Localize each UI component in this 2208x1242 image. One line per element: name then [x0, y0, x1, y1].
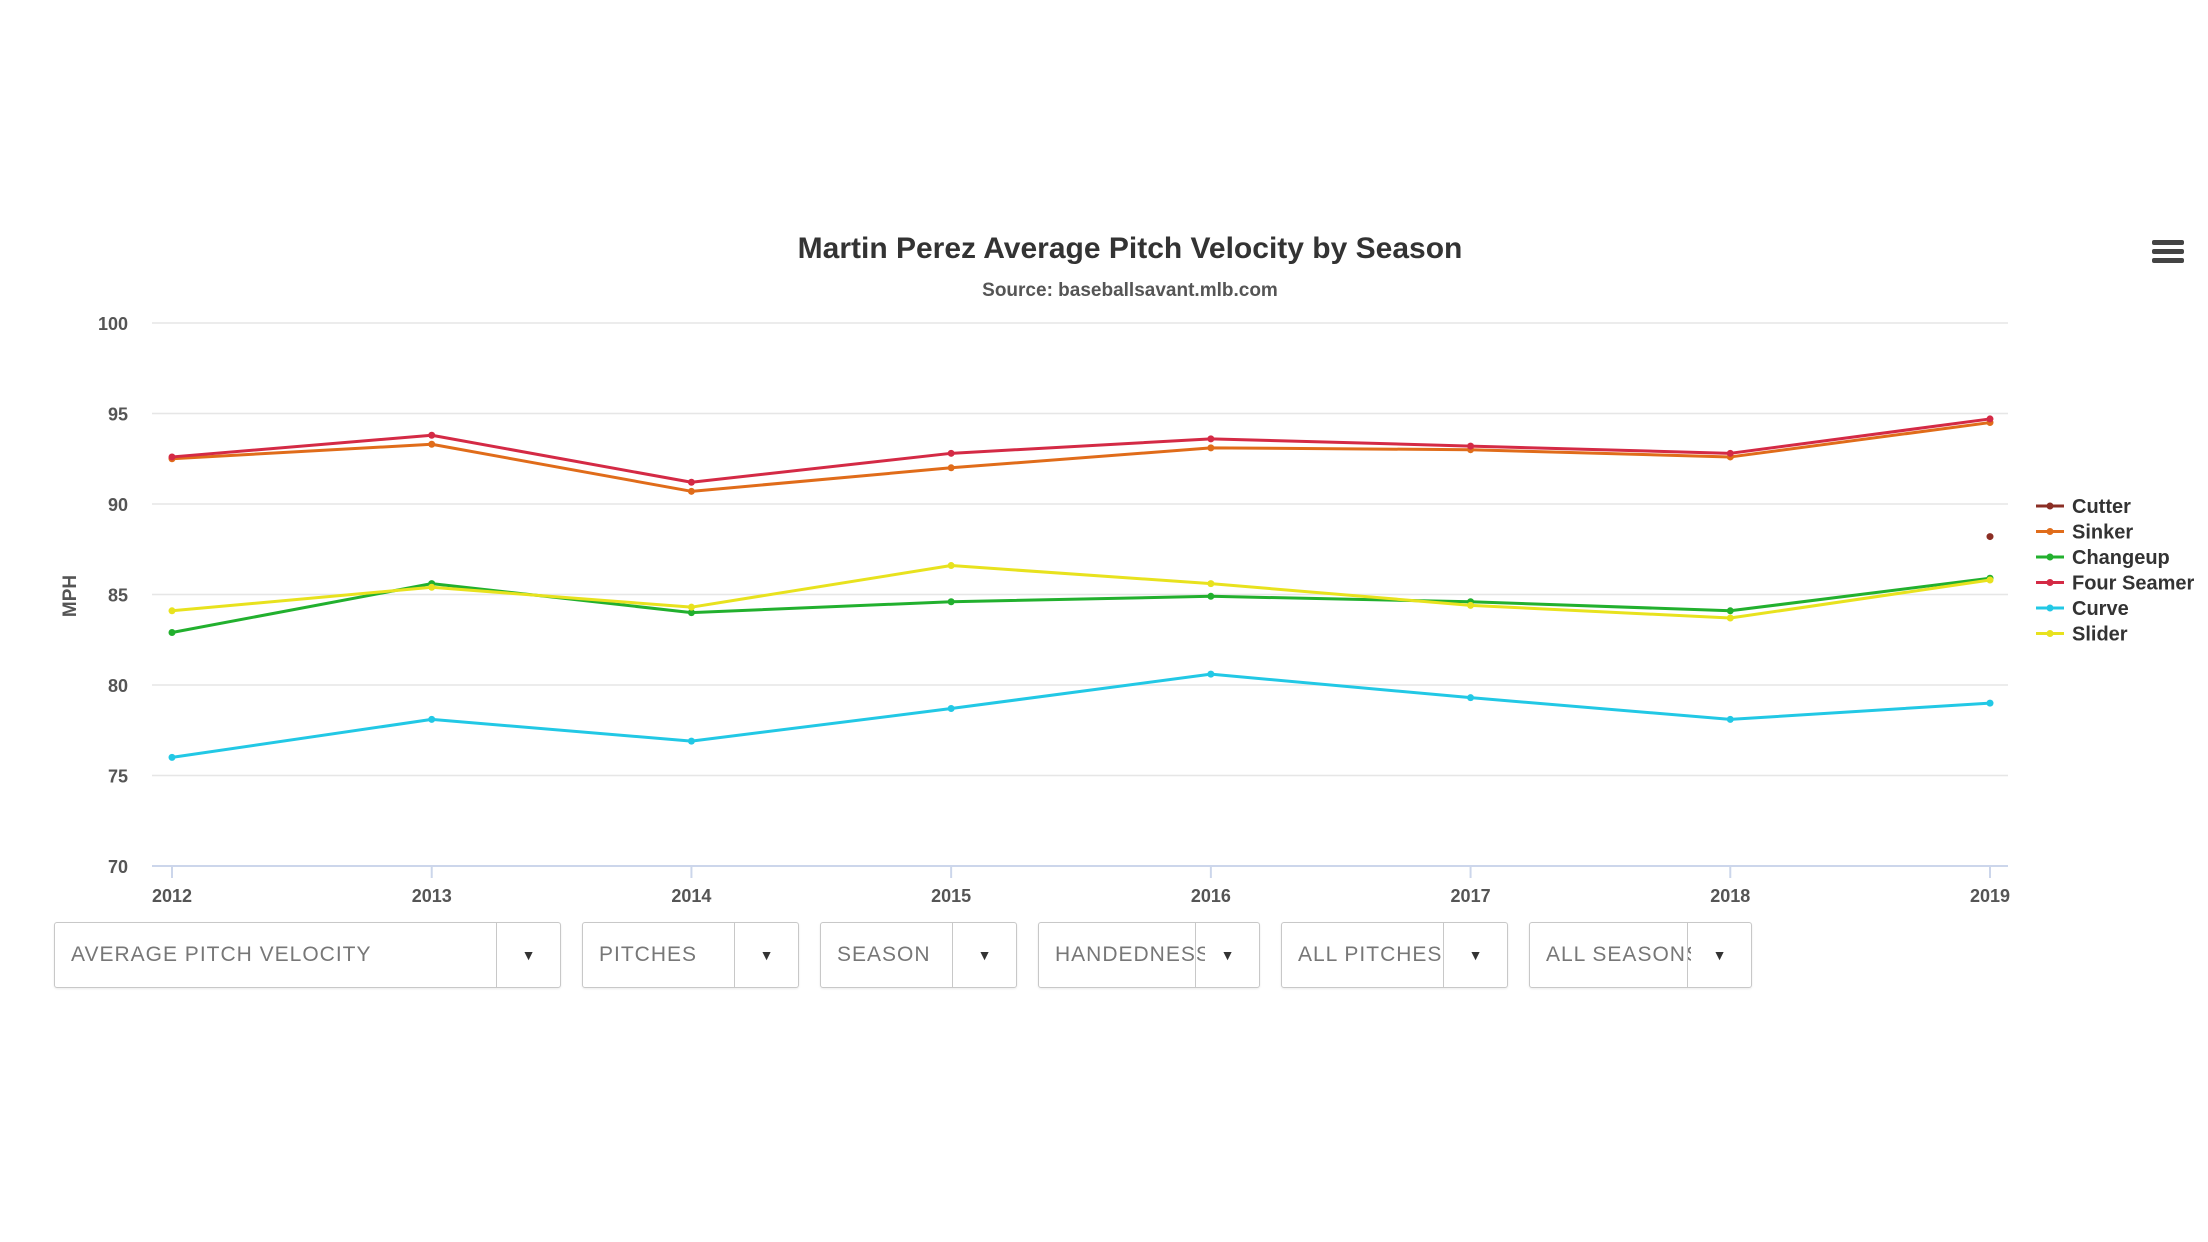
data-point-slider[interactable]	[947, 562, 955, 570]
x-tick-label: 2019	[1970, 886, 2010, 906]
chevron-down-icon: ▼	[496, 923, 560, 987]
data-point-changeup[interactable]	[687, 609, 695, 617]
data-point-four-seamer[interactable]	[428, 431, 436, 439]
data-point-four-seamer[interactable]	[687, 478, 695, 486]
legend-marker-symbol	[2046, 553, 2054, 561]
data-point-sinker[interactable]	[947, 464, 955, 472]
legend-item-curve[interactable]: Curve	[2036, 598, 2129, 620]
y-tick-label: 95	[108, 405, 128, 425]
data-point-four-seamer[interactable]	[947, 449, 955, 457]
data-point-four-seamer[interactable]	[1986, 415, 1994, 423]
x-tick-label: 2016	[1191, 886, 1231, 906]
y-tick-label: 80	[108, 676, 128, 696]
legend-label: Curve	[2072, 598, 2129, 620]
season-dropdown-label: SEASON	[837, 943, 931, 966]
chevron-down-icon: ▼	[952, 923, 1016, 987]
season-dropdown[interactable]: SEASON ▼	[820, 922, 1017, 988]
legend-item-four-seamer[interactable]: Four Seamer	[2036, 573, 2194, 595]
legend-marker-symbol	[2046, 528, 2054, 535]
data-point-sinker[interactable]	[1207, 444, 1215, 452]
pitches-dropdown-label: PITCHES	[599, 943, 698, 966]
data-point-curve[interactable]	[1986, 699, 1994, 707]
handedness-dropdown[interactable]: HANDEDNESS ▼	[1038, 922, 1260, 988]
chevron-down-icon: ▼	[1687, 923, 1751, 987]
data-point-slider[interactable]	[687, 603, 695, 611]
series-line-four-seamer[interactable]	[170, 417, 1992, 484]
data-point-changeup[interactable]	[1207, 592, 1215, 600]
pitches-dropdown[interactable]: PITCHES ▼	[582, 922, 799, 988]
data-point-curve[interactable]	[1467, 694, 1475, 702]
data-point-changeup[interactable]	[168, 629, 176, 637]
data-point-curve[interactable]	[428, 715, 436, 723]
handedness-dropdown-label: HANDEDNESS	[1055, 943, 1205, 966]
data-point-curve[interactable]	[1726, 715, 1734, 723]
legend-label: Cutter	[2072, 496, 2131, 518]
data-point-four-seamer[interactable]	[168, 453, 176, 461]
x-tick-label: 2012	[152, 886, 192, 906]
data-point-slider[interactable]	[1726, 614, 1734, 622]
legend-item-cutter[interactable]: Cutter	[2036, 496, 2131, 518]
data-point-slider[interactable]	[1467, 601, 1475, 609]
pitch-type-dropdown-label: ALL PITCHES	[1298, 943, 1443, 966]
data-point-four-seamer[interactable]	[1467, 442, 1475, 450]
data-point-cutter[interactable]	[1986, 533, 1994, 541]
series-line-slider[interactable]	[170, 564, 1992, 620]
legend-label: Slider	[2072, 624, 2128, 646]
data-point-four-seamer[interactable]	[1726, 449, 1734, 457]
y-tick-label: 90	[108, 495, 128, 515]
data-point-changeup[interactable]	[1726, 607, 1734, 615]
chevron-down-icon: ▼	[1195, 923, 1259, 987]
data-point-curve[interactable]	[1207, 670, 1215, 678]
data-point-curve[interactable]	[687, 737, 695, 745]
data-point-curve[interactable]	[168, 753, 176, 761]
y-axis-label: MPH	[60, 575, 81, 617]
data-point-slider[interactable]	[428, 583, 436, 591]
series-line-curve[interactable]	[170, 672, 1992, 759]
legend-marker-symbol	[2046, 502, 2054, 510]
x-tick-label: 2013	[412, 886, 452, 906]
data-point-four-seamer[interactable]	[1207, 435, 1215, 443]
x-tick-label: 2014	[671, 886, 711, 906]
seasons-range-dropdown[interactable]: ALL SEASONS ▼	[1529, 922, 1752, 988]
legend-item-changeup[interactable]: Changeup	[2036, 547, 2170, 569]
chart-title: Martin Perez Average Pitch Velocity by S…	[798, 232, 1463, 265]
y-tick-label: 100	[98, 314, 128, 334]
chart-menu-button[interactable]	[2146, 232, 2190, 272]
legend-label: Sinker	[2072, 522, 2133, 544]
chart-subtitle: Source: baseballsavant.mlb.com	[982, 280, 1278, 301]
legend-item-sinker[interactable]: Sinker	[2036, 522, 2133, 544]
legend-marker-symbol	[2046, 630, 2054, 637]
legend-label: Changeup	[2072, 547, 2170, 569]
legend-item-slider[interactable]: Slider	[2036, 624, 2128, 646]
metric-dropdown-label: AVERAGE PITCH VELOCITY	[71, 943, 372, 966]
pitch-type-dropdown[interactable]: ALL PITCHES ▼	[1281, 922, 1508, 988]
data-point-sinker[interactable]	[687, 487, 695, 495]
series-line-sinker[interactable]	[170, 421, 1992, 493]
x-tick-label: 2018	[1710, 886, 1750, 906]
legend-marker-symbol	[2046, 579, 2054, 586]
data-point-sinker[interactable]	[428, 440, 436, 448]
legend-label: Four Seamer	[2072, 573, 2194, 595]
data-point-slider[interactable]	[1207, 580, 1215, 588]
x-tick-label: 2015	[931, 886, 971, 906]
x-tick-label: 2017	[1451, 886, 1491, 906]
chevron-down-icon: ▼	[734, 923, 798, 987]
chevron-down-icon: ▼	[1443, 923, 1507, 987]
data-point-slider[interactable]	[168, 607, 176, 615]
series-line-changeup[interactable]	[170, 576, 1992, 635]
y-tick-label: 85	[108, 586, 128, 606]
data-point-changeup[interactable]	[947, 598, 955, 606]
data-point-curve[interactable]	[947, 705, 955, 713]
y-tick-label: 70	[108, 857, 128, 877]
y-tick-label: 75	[108, 767, 128, 787]
legend-marker-symbol	[2046, 604, 2054, 612]
seasons-range-dropdown-label: ALL SEASONS	[1546, 943, 1691, 966]
metric-dropdown[interactable]: AVERAGE PITCH VELOCITY ▼	[54, 922, 561, 988]
data-point-slider[interactable]	[1986, 576, 1994, 584]
